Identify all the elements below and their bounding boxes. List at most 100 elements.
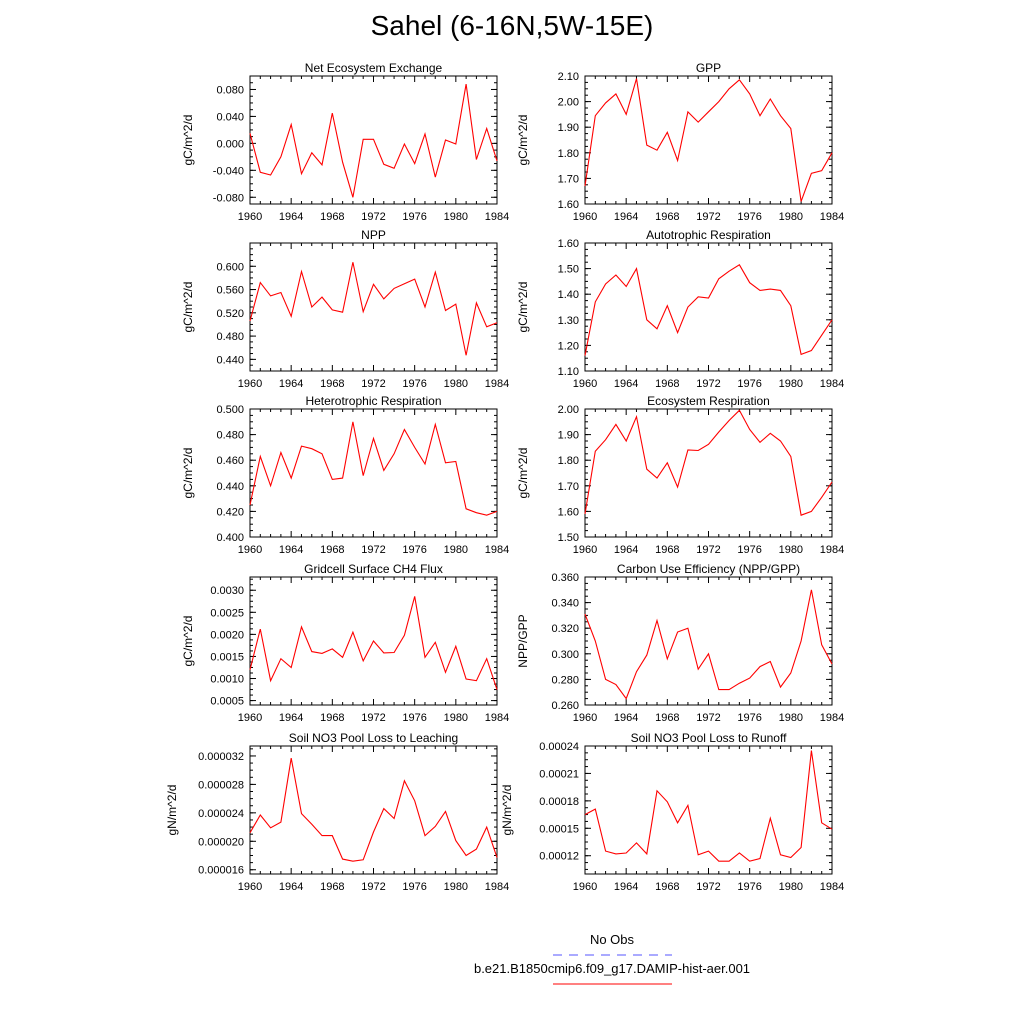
y-tick-label: 0.00024: [539, 741, 579, 753]
series-line: [584, 589, 833, 700]
x-tick-label: 1976: [737, 378, 761, 390]
x-tick-label: 1976: [737, 211, 761, 223]
figure-title: Sahel (6-16N,5W-15E): [370, 10, 654, 41]
plot-frame: [584, 242, 833, 372]
y-tick-label: 0.300: [551, 649, 579, 661]
x-tick-label: 1964: [614, 712, 638, 724]
plot-frame: [584, 576, 833, 706]
y-tick-label: 0.480: [216, 430, 244, 442]
y-tick-label: 0.000028: [198, 779, 244, 791]
y-tick-label: 0.000020: [198, 836, 244, 848]
y-tick-label: 0.0020: [210, 629, 244, 641]
legend-label-obs: No Obs: [589, 932, 635, 947]
plot-frame: [584, 745, 833, 875]
x-tick-label: 1984: [485, 211, 509, 223]
x-tick-label: 1980: [444, 881, 468, 893]
y-tick-label: 0.360: [551, 572, 579, 584]
chart-panel-3: 1960 1964 1968 1972 1976 1980 1984 0.440 0.480 0.…: [181, 228, 509, 390]
y-tick-label: 0.000: [216, 138, 244, 150]
x-tick-label: 1968: [655, 211, 679, 223]
panel-title: Gridcell Surface CH4 Flux: [304, 562, 443, 576]
x-tick-label: 1960: [573, 544, 597, 556]
y-tick-label: 0.00012: [539, 851, 579, 863]
x-tick-label: 1964: [279, 881, 303, 893]
y-tick-label: 0.260: [551, 700, 579, 712]
x-tick-label: 1960: [573, 378, 597, 390]
x-tick-label: 1972: [696, 712, 720, 724]
x-tick-label: 1968: [320, 881, 344, 893]
x-tick-label: 1964: [279, 378, 303, 390]
y-tick-label: 0.0025: [210, 607, 244, 619]
y-tick-label: 2.10: [558, 71, 579, 83]
x-tick-label: 1964: [279, 712, 303, 724]
y-tick-label: 1.80: [558, 455, 579, 467]
x-tick-label: 1972: [361, 378, 385, 390]
chart-panel-2: 1960 1964 1968 1972 1976 1980 1984 1.60 1.70 1.80…: [516, 61, 844, 223]
x-tick-label: 1960: [238, 712, 262, 724]
chart-panel-1: 1960 1964 1968 1972 1976 1980 1984 -0.080 -0.040…: [181, 61, 509, 223]
y-tick-label: 1.60: [558, 199, 579, 211]
x-tick-label: 1972: [361, 544, 385, 556]
series-line: [584, 264, 833, 356]
x-tick-label: 1980: [779, 211, 803, 223]
x-tick-label: 1980: [779, 712, 803, 724]
x-tick-label: 1972: [361, 881, 385, 893]
x-tick-label: 1964: [614, 881, 638, 893]
y-axis-label: gC/m^2/d: [516, 448, 530, 499]
y-tick-label: 0.040: [216, 111, 244, 123]
y-tick-label: 1.80: [558, 148, 579, 160]
x-tick-label: 1984: [820, 712, 844, 724]
series-line: [249, 262, 498, 356]
y-tick-label: 1.90: [558, 122, 579, 134]
panel-title: Soil NO3 Pool Loss to Runoff: [631, 731, 788, 745]
x-tick-label: 1968: [655, 881, 679, 893]
x-tick-label: 1976: [402, 544, 426, 556]
y-axis-label: gC/m^2/d: [516, 282, 530, 333]
y-tick-label: 0.600: [216, 261, 244, 273]
y-tick-label: 0.460: [216, 455, 244, 467]
plot-frame: [249, 745, 498, 875]
x-tick-label: 1972: [696, 881, 720, 893]
y-tick-label: 0.420: [216, 506, 244, 518]
y-axis-label: gC/m^2/d: [516, 115, 530, 166]
y-tick-label: 1.30: [558, 315, 579, 327]
panel-title: NPP: [361, 228, 386, 242]
y-tick-label: 0.400: [216, 532, 244, 544]
x-tick-label: 1984: [820, 211, 844, 223]
y-tick-label: 1.70: [558, 173, 579, 185]
y-tick-label: 1.60: [558, 506, 579, 518]
y-tick-label: 0.340: [551, 598, 579, 610]
y-tick-label: 1.90: [558, 430, 579, 442]
x-tick-label: 1968: [655, 712, 679, 724]
x-tick-label: 1984: [485, 712, 509, 724]
panel-title: Soil NO3 Pool Loss to Leaching: [289, 731, 458, 745]
x-tick-label: 1968: [320, 544, 344, 556]
y-tick-label: 0.520: [216, 308, 244, 320]
y-axis-label: gN/m^2/d: [500, 785, 514, 836]
y-tick-label: 1.40: [558, 289, 579, 301]
x-tick-label: 1968: [655, 378, 679, 390]
x-tick-label: 1964: [279, 211, 303, 223]
chart-panel-9: 1960 1964 1968 1972 1976 1980 1984 0.000016 0.00…: [165, 731, 509, 893]
x-tick-label: 1972: [361, 712, 385, 724]
x-tick-label: 1972: [696, 378, 720, 390]
x-tick-label: 1960: [238, 881, 262, 893]
y-tick-label: 1.60: [558, 238, 579, 250]
panel-title: Net Ecosystem Exchange: [305, 61, 443, 75]
x-tick-label: 1976: [737, 544, 761, 556]
y-tick-label: 0.000024: [198, 808, 244, 820]
x-tick-label: 1984: [820, 378, 844, 390]
y-tick-label: 0.500: [216, 404, 244, 416]
y-tick-label: 2.00: [558, 404, 579, 416]
x-tick-label: 1976: [402, 712, 426, 724]
x-tick-label: 1976: [737, 881, 761, 893]
series-line: [249, 596, 498, 690]
x-tick-label: 1964: [279, 544, 303, 556]
y-tick-label: 0.00018: [539, 796, 579, 808]
x-tick-label: 1976: [402, 378, 426, 390]
x-tick-label: 1968: [320, 712, 344, 724]
x-tick-label: 1964: [614, 378, 638, 390]
panel-title: Ecosystem Respiration: [647, 394, 770, 408]
y-tick-label: 0.480: [216, 331, 244, 343]
